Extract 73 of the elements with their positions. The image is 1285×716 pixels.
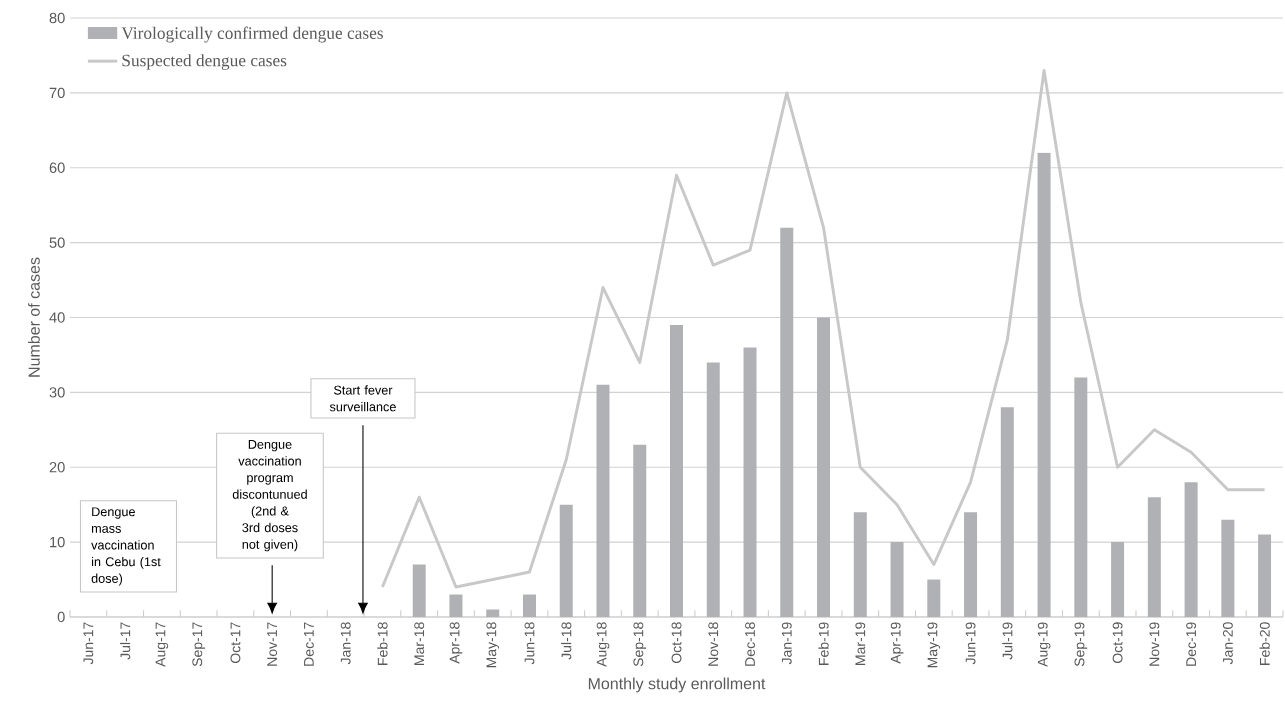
bar (449, 594, 463, 617)
bar (1184, 482, 1198, 617)
bar (1074, 377, 1088, 617)
x-tick-label: Nov-19 (1149, 622, 1160, 666)
bar (1221, 519, 1235, 617)
y-tick-label: 50 (49, 237, 65, 248)
bar (1111, 542, 1125, 617)
x-tick-label: Dec-17 (304, 622, 314, 666)
x-tick-label: Sep-17 (192, 622, 205, 667)
x-tick-label: May-19 (927, 622, 941, 668)
x-tick-label: Mar-19 (855, 622, 866, 665)
x-tick-label: Jun-19 (965, 622, 976, 665)
bar (890, 542, 904, 617)
bar (596, 384, 610, 617)
y-tick-label: 30 (49, 387, 65, 398)
bar (1000, 407, 1014, 617)
x-tick-label: Nov-18 (708, 622, 719, 666)
bar (817, 317, 831, 617)
x-tick-label: Dec-19 (1186, 622, 1197, 666)
annotation: Dengue mass vaccination in Cebu (1st dose) (91, 507, 161, 586)
x-tick-label: Jun-18 (524, 622, 535, 665)
x-tick-label: Jan-18 (340, 622, 351, 665)
bar (743, 347, 757, 617)
y-tick-label: 40 (49, 312, 65, 323)
x-tick-label: Jan-19 (781, 622, 792, 665)
bar (1147, 497, 1161, 617)
x-tick-label: Aug-18 (596, 622, 610, 667)
y-tick-label: 70 (49, 87, 65, 99)
y-tick-label: 10 (50, 536, 65, 548)
bar (927, 579, 941, 617)
y-tick-label: 80 (49, 12, 65, 24)
x-tick-label: Jul-17 (120, 622, 131, 660)
bar (853, 512, 867, 617)
legend-label: Virologically confirmed dengue cases (121, 26, 383, 43)
x-tick-label: Jul-19 (1002, 622, 1013, 660)
bar (670, 324, 683, 617)
bar (964, 512, 978, 617)
bar (1037, 152, 1051, 617)
x-tick-label: Feb-20 (1259, 622, 1270, 665)
bar (780, 227, 794, 617)
bar (1258, 534, 1272, 617)
x-tick-label: Nov-17 (267, 622, 278, 666)
x-tick-label: Oct-17 (230, 622, 241, 664)
annotation: Start fever surveillance (329, 385, 396, 412)
y-tick-label: 60 (49, 162, 65, 173)
x-tick-label: Aug-17 (155, 622, 169, 667)
x-tick-label: Feb-19 (818, 622, 829, 665)
x-tick-label: Aug-19 (1037, 622, 1051, 667)
x-tick-label: Sep-19 (1074, 622, 1088, 667)
x-tick-label: Jun-17 (83, 622, 94, 665)
annotation: Dengue vaccination program discontunued (2nd & 3rd doses not given) (232, 439, 307, 552)
bar (486, 609, 500, 617)
bar (522, 594, 536, 617)
x-tick-label: Dec-18 (745, 622, 755, 666)
bar (706, 362, 720, 617)
y-tick-label: 20 (49, 462, 65, 473)
x-tick-label: Apr-19 (890, 622, 904, 664)
y-axis-title: Number of cases (28, 257, 40, 377)
x-tick-label: Jul-18 (561, 622, 572, 660)
x-tick-label: Sep-18 (633, 622, 647, 667)
x-tick-label: Oct-19 (1112, 622, 1123, 664)
legend-label: Suspected dengue cases (122, 54, 287, 70)
bar (412, 564, 426, 617)
x-axis-title: Monthly study enrollment (588, 677, 766, 693)
x-tick-label: May-18 (486, 622, 500, 668)
x-tick-label: Mar-18 (414, 622, 425, 665)
x-tick-label: Jan-20 (1222, 622, 1233, 665)
bar (559, 504, 573, 617)
x-tick-label: Oct-18 (671, 622, 682, 664)
x-tick-label: Feb-18 (377, 622, 388, 665)
bar (633, 444, 647, 617)
y-tick-label: 0 (57, 611, 65, 623)
x-tick-label: Apr-18 (449, 622, 463, 664)
